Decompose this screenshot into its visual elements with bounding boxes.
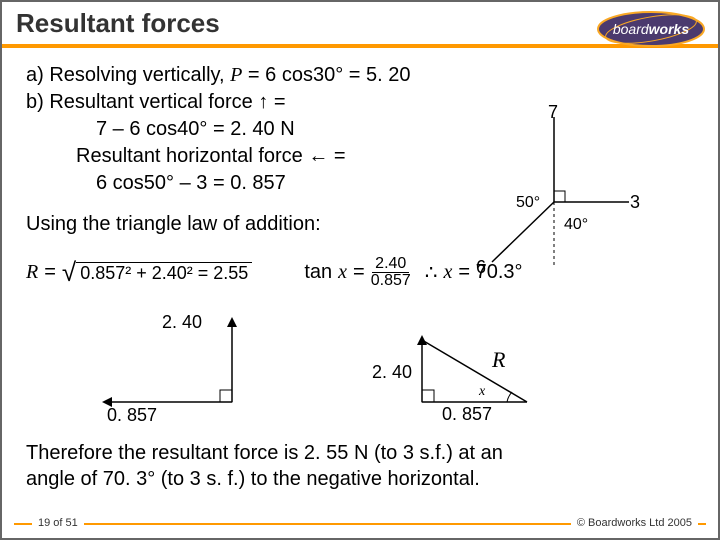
var-x-1: x — [338, 261, 347, 284]
angle-50: 50° — [516, 194, 540, 212]
force-7: 7 — [548, 102, 558, 123]
line-a: a) Resolving vertically, — [26, 64, 230, 86]
x-result: = 70.3° — [458, 261, 522, 284]
tri-h: 0. 857 — [442, 404, 492, 425]
footer: 19 of 51 © Boardworks Ltd 2005 — [2, 514, 718, 532]
conclusion-b: angle of 70. 3° (to 3 s. f.) to the nega… — [26, 466, 694, 492]
equals-2: = — [353, 261, 365, 284]
boardworks-logo: boardworks — [596, 8, 706, 50]
conclusion-a: Therefore the resultant force is 2. 55 N… — [26, 440, 694, 466]
comp-v: 2. 40 — [162, 312, 202, 333]
fraction: 2.40 0.857 — [371, 256, 411, 289]
sqrt-icon: √ — [62, 257, 76, 288]
slide-title: Resultant forces — [16, 8, 220, 39]
tan-label: tan — [304, 261, 332, 284]
var-x-2: x — [444, 261, 453, 284]
line-a-rest: = 6 cos30° = 5. 20 — [242, 64, 410, 86]
comp-h: 0. 857 — [107, 405, 157, 426]
equals-1: = — [44, 261, 56, 284]
copyright: © Boardworks Ltd 2005 — [571, 517, 698, 529]
page-number: 19 of 51 — [32, 517, 84, 529]
conclusion-text: Therefore the resultant force is 2. 55 N… — [26, 440, 694, 492]
sqrt-expression: √ 0.857² + 2.40² = 2.55 — [62, 257, 252, 288]
sqrt-body: 0.857² + 2.40² = 2.55 — [76, 262, 252, 284]
angle-40: 40° — [564, 216, 588, 234]
tri-x: x — [479, 384, 485, 400]
resultant-triangle: 2. 40 0. 857 R x — [372, 332, 572, 432]
slide: Resultant forces boardworks a) Resolving… — [0, 0, 720, 540]
equation-row: R = √ 0.857² + 2.40² = 2.55 tan x = 2.40… — [26, 256, 694, 289]
var-p: P — [230, 64, 242, 86]
tri-r: R — [492, 347, 505, 373]
therefore-icon: ∴ — [425, 260, 438, 285]
svg-text:boardworks: boardworks — [613, 21, 689, 37]
component-diagram: 2. 40 0. 857 — [92, 312, 292, 422]
frac-num: 2.40 — [372, 256, 409, 273]
force-3: 3 — [630, 192, 640, 213]
force-diagram: 7 3 6 50° 40° — [474, 112, 634, 272]
var-r: R — [26, 261, 38, 284]
frac-den: 0.857 — [371, 273, 411, 289]
tri-v: 2. 40 — [372, 362, 412, 383]
